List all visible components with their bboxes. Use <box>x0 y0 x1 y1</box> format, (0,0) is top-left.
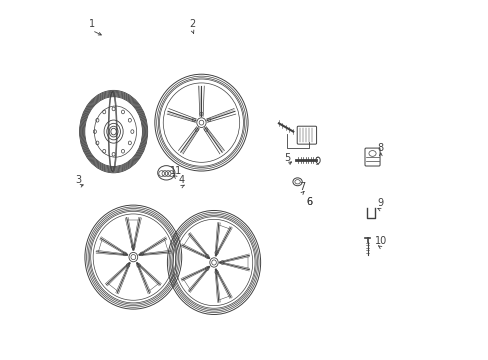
Text: 7: 7 <box>298 182 305 192</box>
Text: 2: 2 <box>189 19 195 29</box>
Text: 4: 4 <box>178 175 184 185</box>
Text: 6: 6 <box>305 197 311 207</box>
Text: 3: 3 <box>76 175 81 185</box>
Text: 8: 8 <box>377 143 383 153</box>
Text: 11: 11 <box>170 166 182 176</box>
Text: 9: 9 <box>377 198 383 208</box>
Text: 1: 1 <box>89 19 95 29</box>
Text: 10: 10 <box>374 236 386 246</box>
Text: 6: 6 <box>305 197 311 207</box>
Text: 5: 5 <box>283 153 289 163</box>
